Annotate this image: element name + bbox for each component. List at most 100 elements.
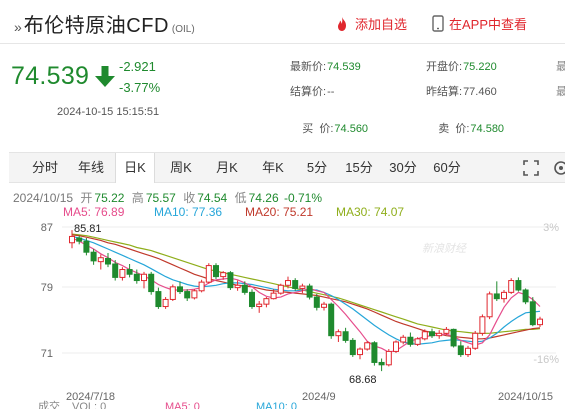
tab-monthly-k[interactable]: 月K [216, 160, 238, 175]
candle [205, 263, 212, 284]
right-pct-tick: -16% [533, 354, 559, 366]
candle [198, 279, 205, 293]
fullscreen-icon[interactable] [523, 160, 539, 176]
tab-intraday[interactable]: 分时 [31, 160, 58, 175]
right-pct-tick: 3% [543, 222, 559, 234]
candle [385, 349, 392, 367]
ask-price-label: 卖 价: [438, 123, 470, 135]
candle [529, 297, 536, 327]
phone-icon [432, 15, 444, 32]
low-label: 低 [234, 191, 247, 205]
tab-5min[interactable]: 5分 [306, 160, 328, 175]
flame-icon [338, 16, 346, 31]
open-price-label: 开盘价: [426, 61, 463, 73]
settle-price-field: 结算价:-- [290, 83, 334, 99]
ma5-line [71, 237, 541, 353]
bid-price-label: 买 价: [302, 123, 334, 135]
candle [97, 254, 104, 270]
bid-price-value: 74.560 [334, 123, 369, 135]
last-price-field: 最新价:74.539 [290, 58, 361, 74]
page-title: 布伦特原油CFD [23, 15, 169, 37]
cut-off-field-label: 最 [556, 61, 565, 73]
candle [486, 291, 493, 320]
add-favorite-label: 添加自选 [355, 17, 408, 32]
candle [249, 289, 255, 309]
open-in-app-label: 在APP中查看 [449, 17, 528, 32]
candle [306, 283, 313, 300]
candle [357, 347, 363, 360]
candle [400, 334, 407, 345]
x-tick-label: 2024/7/18 [66, 391, 115, 403]
tab-weekly-k[interactable]: 周K [170, 160, 192, 175]
candle [321, 301, 327, 311]
settle-price-value: -- [327, 86, 335, 98]
candle [508, 278, 515, 294]
open-in-app-button[interactable]: 在APP中查看 [432, 14, 527, 33]
high-label: 高 [131, 191, 144, 205]
ask-price-field: 卖 价:74.580 [426, 108, 504, 148]
ma10-legend: MA10: 77.36 [154, 205, 223, 219]
title-group: » 布伦特原油CFD (OIL) [14, 9, 195, 38]
tab-15min[interactable]: 15分 [345, 160, 373, 175]
close-label: 收 [183, 191, 196, 205]
vol-ma10: MA10: 0 [256, 401, 297, 409]
price-change-percent: -3.77% [119, 80, 161, 95]
tab-year-line[interactable]: 年线 [77, 160, 104, 175]
candle [479, 314, 486, 336]
symbol-code: (OIL) [171, 24, 195, 35]
settle-price-label: 结算价: [290, 86, 327, 98]
candle [429, 328, 435, 339]
candle [472, 330, 479, 350]
candle [285, 276, 291, 289]
tab-30min[interactable]: 30分 [389, 160, 417, 175]
volume-label: 成交 [38, 399, 60, 409]
candle [313, 293, 320, 311]
candles [69, 230, 543, 372]
candle [299, 283, 306, 294]
tab-yearly-k[interactable]: 年K [262, 160, 284, 175]
candle [378, 358, 385, 372]
candle [119, 267, 126, 281]
quote-time: 2024-10-15 15:15:51 [57, 106, 160, 118]
candle [169, 284, 176, 302]
add-favorite-button[interactable]: 添加自选 [334, 14, 407, 33]
ohlc-readout: 2024/10/15 开 75.22 高 75.57 收 74.54 低 74.26 -… [13, 189, 322, 206]
high-annotation: 85.81 [74, 223, 102, 235]
ohlc-date: 2024/10/15 [13, 191, 74, 205]
candle [69, 230, 75, 249]
candle [105, 252, 111, 268]
watermark-logo: 新浪财经 [422, 243, 466, 255]
candle [277, 283, 284, 295]
candle [126, 264, 133, 278]
candle [443, 327, 450, 335]
tab-daily-k[interactable]: 日K [115, 153, 155, 183]
candle [450, 328, 457, 348]
settings-gear-icon[interactable] [553, 160, 565, 176]
ma-lines [71, 233, 541, 353]
candle [227, 271, 234, 290]
last-price-label: 最新价: [290, 61, 327, 73]
ma30-line [71, 233, 541, 334]
header-bar: » 布伦特原油CFD (OIL) 添加自选 在APP中查看 [0, 0, 565, 44]
candle [537, 316, 543, 328]
tab-60min[interactable]: 60分 [433, 160, 461, 175]
candle [162, 297, 169, 309]
candle [241, 281, 248, 295]
candle [342, 327, 349, 343]
candle [155, 287, 162, 309]
breadcrumb-arrow-icon: » [14, 19, 22, 35]
candle [328, 302, 335, 339]
candle [465, 345, 471, 357]
ma20-line [71, 234, 541, 340]
daily-k-chart[interactable]: 87 79 71 3% -16% 85.81 68.68 2024/7/18 2… [0, 220, 565, 409]
open-price-field: 开盘价:75.220 [426, 58, 497, 74]
candle [515, 277, 522, 292]
bid-price-field: 买 价:74.560 [290, 108, 368, 148]
open-value: 75.22 [94, 191, 125, 205]
y-tick-label: 79 [41, 282, 53, 294]
candle [292, 278, 299, 291]
candle [177, 281, 183, 294]
candle [436, 330, 443, 339]
candle [184, 289, 191, 302]
